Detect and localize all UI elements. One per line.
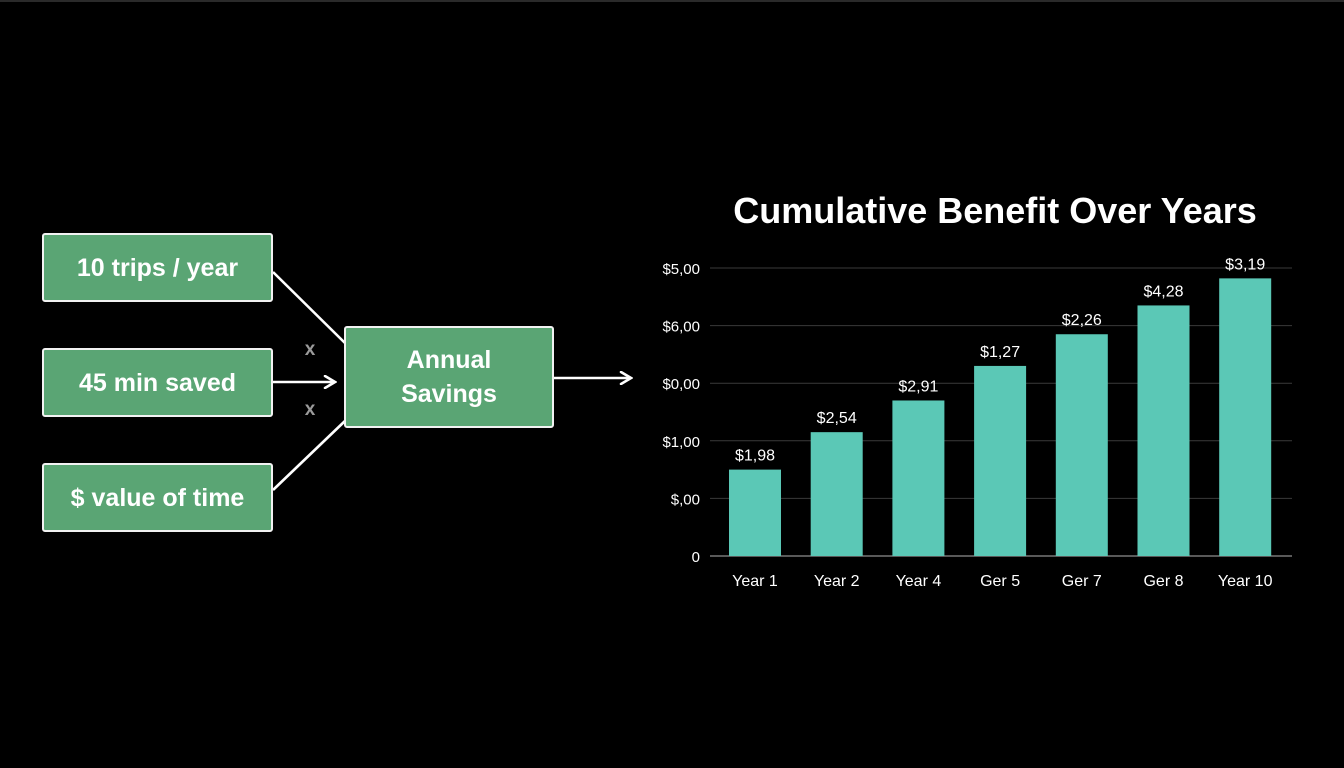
connector-value-to-savings [272, 419, 347, 491]
x-tick-label: Ger 8 [1143, 573, 1183, 590]
result-label-line-1: Annual [406, 346, 492, 374]
input-box-value: $ value of time [42, 463, 273, 532]
y-tick-label: $,00 [671, 491, 700, 508]
bar [1219, 278, 1272, 556]
input-label-value: $ value of time [70, 483, 245, 512]
bar-value-label: $1,27 [980, 344, 1020, 361]
x-tick-label: Ger 5 [980, 573, 1020, 590]
x-tick-label: Year 2 [814, 573, 860, 590]
bar-value-label: $4,28 [1143, 283, 1183, 300]
chart-title: Cumulative Benefit Over Years [733, 190, 1257, 231]
bar-value-label: $2,26 [1062, 312, 1102, 329]
multiply-operator-1: x [304, 339, 316, 360]
multiply-operator-2: x [304, 399, 316, 420]
input-box-minutes: 45 min saved [42, 348, 273, 417]
result-label-line-2: Savings [401, 380, 497, 408]
x-tick-label: Year 10 [1218, 573, 1273, 590]
y-tick-label: $6,00 [662, 319, 700, 336]
input-label-trips: 10 trips / year [76, 253, 239, 282]
bar [1137, 305, 1190, 556]
bar [892, 400, 945, 556]
bar [974, 365, 1027, 556]
x-tick-label: Year 1 [732, 573, 778, 590]
x-tick-label: Year 4 [896, 573, 942, 590]
bar-value-label: $3,19 [1225, 256, 1265, 273]
bar [1055, 334, 1108, 556]
input-box-trips: 10 trips / year [42, 233, 273, 302]
x-tick-label: Ger 7 [1062, 573, 1102, 590]
top-border-line [0, 0, 1344, 2]
y-tick-label: 0 [692, 549, 700, 566]
result-box-annual-savings: Annual Savings [344, 326, 554, 428]
bar [810, 432, 863, 556]
bar-value-label: $1,98 [735, 448, 775, 465]
input-label-minutes: 45 min saved [78, 368, 237, 397]
bar-value-label: $2,54 [817, 410, 857, 427]
y-tick-label: $0,00 [662, 376, 700, 393]
bar-value-label: $2,91 [898, 378, 938, 395]
bar [729, 469, 781, 556]
connector-trips-to-savings [272, 271, 347, 345]
y-tick-label: $1,00 [662, 434, 700, 451]
y-tick-label: $5,00 [662, 261, 700, 278]
